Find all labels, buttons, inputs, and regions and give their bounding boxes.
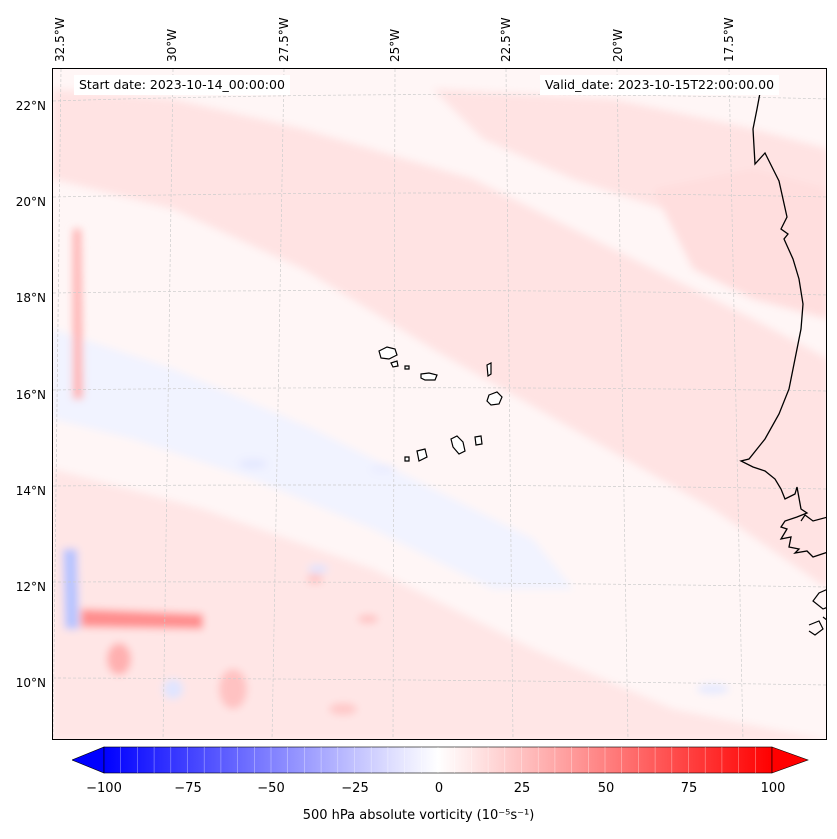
colorbar-tick: −100 [86,781,122,796]
lon-label-32-5w: 32.5°W [53,17,67,62]
valid-date-label: Valid_date: 2023-10-15T22:00:00.00 [540,75,780,95]
colorbar-tick: 75 [680,781,698,796]
lat-label-14n: 14°N [15,484,46,498]
lon-label-22-5w: 22.5°W [499,17,513,62]
lat-label-12n: 12°N [15,580,46,594]
lat-label-16n: 16°N [15,388,46,402]
colorbar-tick: −50 [257,781,285,796]
lon-label-20w: 20°W [611,28,625,62]
lat-label-20n: 20°N [15,195,46,209]
lon-label-25w: 25°W [388,28,402,62]
colorbar-tick: 25 [513,781,531,796]
colorbar-tick: 0 [434,781,444,796]
lat-label-18n: 18°N [15,291,46,305]
colorbar-underflow-triangle [72,746,105,774]
lon-label-27-5w: 27.5°W [277,17,291,62]
vorticity-field [53,89,826,739]
graticule [53,69,826,739]
colorbar-overflow-triangle [771,746,809,774]
start-date-label: Start date: 2023-10-14_00:00:00 [74,75,290,95]
lat-label-22n: 22°N [15,99,46,113]
colorbar-tick: −25 [341,781,369,796]
colorbar-tick: −75 [174,781,202,796]
coastline-segment [800,514,826,636]
vorticity-map[interactable] [52,68,827,740]
africa-coastline [739,76,826,558]
lon-label-30w: 30°W [165,28,179,62]
lat-label-10n: 10°N [15,676,46,690]
colorbar-tick: 100 [760,781,786,796]
colorbar-tick: 50 [597,781,615,796]
lon-label-17-5w: 17.5°W [722,17,736,62]
map-canvas [53,69,826,739]
cabo-verde-islands [378,346,503,462]
colorbar-label: 500 hPa absolute vorticity (10⁻⁵s⁻¹) [302,808,535,823]
colorbar [72,746,809,774]
